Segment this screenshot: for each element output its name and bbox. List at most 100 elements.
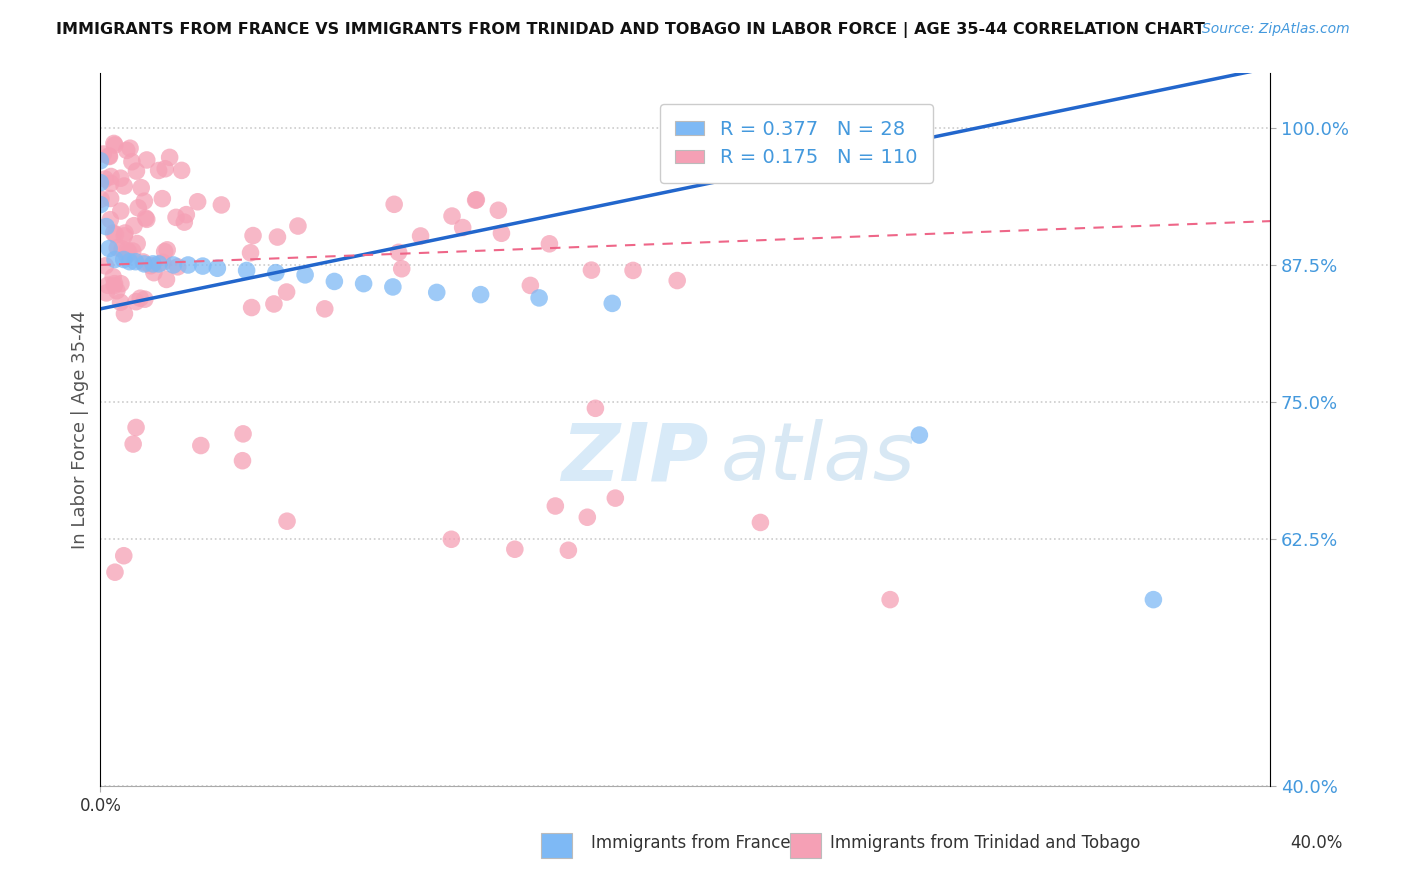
Point <box>176 208 198 222</box>
Point <box>153 244 176 259</box>
Point <box>118 141 141 155</box>
Point <box>294 268 316 282</box>
Point <box>132 255 155 269</box>
Point <box>235 263 257 277</box>
Point <box>89 197 111 211</box>
Point <box>187 194 209 209</box>
Point <box>127 236 149 251</box>
Point <box>94 172 117 186</box>
Point <box>134 257 156 271</box>
Point <box>115 249 138 263</box>
Point <box>266 230 288 244</box>
Point <box>98 149 121 163</box>
Point <box>103 277 125 291</box>
Point <box>491 227 513 241</box>
Point <box>155 272 177 286</box>
Point <box>127 201 149 215</box>
Point <box>104 565 127 579</box>
Point <box>121 244 143 258</box>
Point <box>581 263 603 277</box>
Point <box>112 179 135 194</box>
Point <box>110 204 132 219</box>
Point <box>600 296 623 310</box>
Point <box>231 453 253 467</box>
Point <box>110 171 132 186</box>
Point <box>100 169 122 184</box>
Point <box>96 219 118 234</box>
Point <box>129 180 152 194</box>
Point <box>148 163 170 178</box>
Point <box>240 301 263 315</box>
Point <box>89 153 111 168</box>
Point <box>114 226 136 240</box>
Point <box>486 203 509 218</box>
Point <box>122 219 145 233</box>
Point <box>142 266 165 280</box>
Point <box>170 163 193 178</box>
Point <box>440 533 463 547</box>
Point <box>89 176 111 190</box>
Point <box>908 428 931 442</box>
Point <box>125 164 148 178</box>
Point <box>118 254 141 268</box>
Point <box>98 149 121 163</box>
Point <box>503 542 526 557</box>
Point <box>111 242 134 256</box>
Point <box>91 147 114 161</box>
Point <box>98 242 121 256</box>
Point <box>129 291 152 305</box>
Point <box>162 258 184 272</box>
Point <box>470 287 492 301</box>
Text: 40.0%: 40.0% <box>1291 834 1343 852</box>
Point <box>465 193 488 207</box>
Point <box>112 549 135 563</box>
Point <box>1142 592 1164 607</box>
Point <box>191 259 214 273</box>
Point <box>112 228 135 243</box>
Point <box>115 144 138 158</box>
Point <box>242 228 264 243</box>
Point <box>287 219 309 233</box>
Point <box>100 191 122 205</box>
Point <box>276 514 298 528</box>
Point <box>104 227 127 242</box>
Point <box>100 177 122 191</box>
Legend: R = 0.377   N = 28, R = 0.175   N = 110: R = 0.377 N = 28, R = 0.175 N = 110 <box>659 104 934 183</box>
Point <box>232 426 254 441</box>
Point <box>104 252 127 267</box>
Point <box>115 243 138 257</box>
Point <box>150 192 173 206</box>
Point <box>135 153 157 167</box>
Point <box>101 269 124 284</box>
Point <box>96 285 118 300</box>
Point <box>135 211 157 225</box>
Point <box>155 161 177 176</box>
Text: Immigrants from France: Immigrants from France <box>591 834 790 852</box>
Point <box>464 193 486 207</box>
Point <box>166 260 188 274</box>
Point <box>125 420 148 434</box>
Point <box>103 136 125 151</box>
Point <box>576 510 599 524</box>
Point <box>557 543 579 558</box>
Text: ZIP: ZIP <box>561 419 709 497</box>
Point <box>382 197 405 211</box>
Point <box>583 401 606 416</box>
Point <box>156 243 179 257</box>
Point <box>134 194 156 209</box>
Point <box>125 294 148 309</box>
Point <box>538 236 561 251</box>
Point <box>159 150 181 164</box>
Point <box>621 263 644 277</box>
Point <box>264 266 287 280</box>
Point <box>105 284 128 298</box>
Point <box>879 592 901 607</box>
Point <box>451 220 474 235</box>
Text: Immigrants from Trinidad and Tobago: Immigrants from Trinidad and Tobago <box>830 834 1140 852</box>
Point <box>103 278 125 293</box>
Point <box>121 154 143 169</box>
Point <box>148 257 170 271</box>
Point <box>114 307 136 321</box>
Point <box>97 278 120 293</box>
Point <box>381 280 404 294</box>
